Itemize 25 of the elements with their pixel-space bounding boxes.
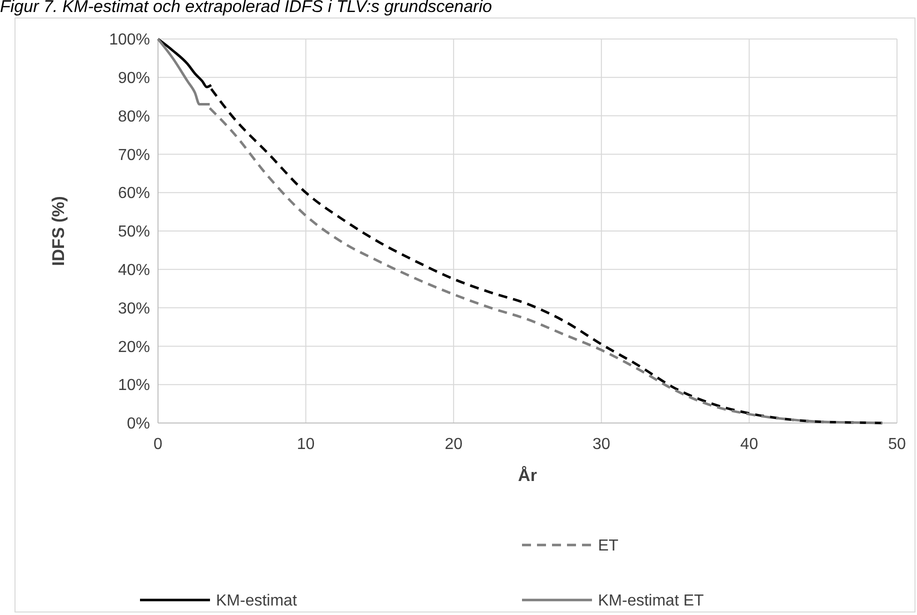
legend-label: ET <box>598 538 619 555</box>
y-tick-label: 20% <box>118 338 150 356</box>
legend-label: KM-estimat <box>216 592 298 610</box>
y-tick-label: 30% <box>118 300 150 318</box>
line-series <box>156 38 212 88</box>
y-tick-label: 40% <box>118 262 150 279</box>
y-tick-label: 50% <box>118 224 150 241</box>
x-tick-label: 40 <box>740 436 758 453</box>
x-tick-label: 20 <box>444 436 463 453</box>
x-tick-label: 10 <box>296 436 315 453</box>
x-tick-label: 30 <box>592 436 610 453</box>
x-tick-label: 0 <box>154 436 163 453</box>
y-tick-label: 60% <box>118 185 150 202</box>
y-tick-label: 100% <box>109 32 150 49</box>
chart-title: Figur 7. KM-estimat och extrapolerad IDFS i TLV:s grundscenario <box>0 0 492 16</box>
legend-label: KM-estimat ET <box>598 592 704 610</box>
x-tick-label: 50 <box>888 436 906 453</box>
y-tick-label: 90% <box>118 70 150 87</box>
line-series <box>156 38 211 106</box>
y-tick-label: 80% <box>118 108 150 126</box>
y-tick-label: 0% <box>126 416 150 433</box>
y-axis-title: IDFS (%) <box>49 196 68 266</box>
y-tick-label: 70% <box>118 146 150 164</box>
y-tick-label: 10% <box>118 377 150 394</box>
x-axis-title: År <box>518 466 538 485</box>
